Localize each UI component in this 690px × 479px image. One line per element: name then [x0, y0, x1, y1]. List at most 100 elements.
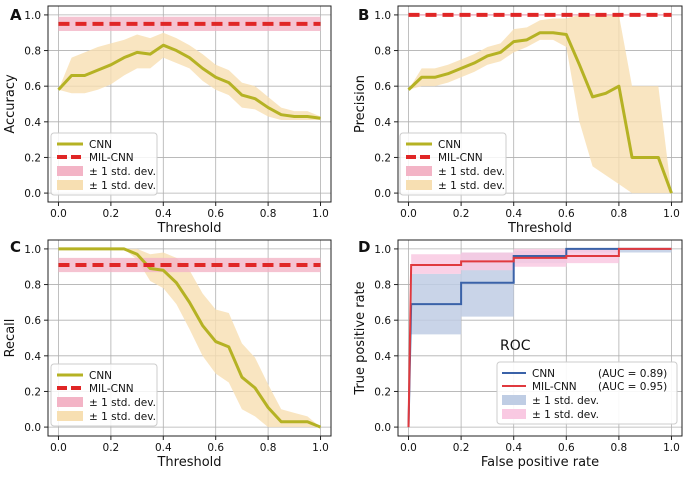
legend-box — [50, 363, 158, 427]
panel-a: A 0.0 0.2 0.4 0.6 0.8 1.0 0.0 0.2 0.4 0.6 0.8 1.0 Thr… — [3, 5, 332, 236]
x-tick-label: 0.0 — [400, 208, 417, 220]
y-tick-label: 0.4 — [374, 351, 391, 363]
std-band-mil-cnn — [58, 16, 321, 31]
panel-letter: A — [10, 6, 22, 24]
x-tick-label: 0.8 — [260, 208, 277, 220]
legend-swatch-band-yellow — [406, 180, 432, 190]
plot-area — [58, 247, 322, 429]
std-band-cnn — [58, 32, 321, 121]
y-axis-label: True positive rate — [353, 281, 368, 395]
series-line-cnn — [57, 43, 321, 120]
legend-swatch-band-red — [57, 397, 83, 407]
axes-frame — [397, 5, 683, 203]
y-tick-label: 1.0 — [374, 244, 391, 256]
x-tick-label: 0.4 — [155, 442, 172, 454]
legend-label: MIL-CNN — [532, 381, 577, 393]
y-axis-label: Accuracy — [3, 74, 18, 134]
x-tick-label: 1.0 — [663, 442, 680, 454]
legend-label: CNN — [89, 139, 112, 151]
x-tick-label: 1.0 — [312, 442, 329, 454]
y-tick-label: 0.6 — [374, 315, 391, 327]
x-tick-label: 0.8 — [611, 208, 628, 220]
plot-area — [57, 16, 321, 121]
ticks: 0.0 0.2 0.4 0.6 0.8 1.0 0.0 0.2 0.4 0.6 0.8 1.0 — [374, 244, 680, 454]
x-tick-label: 0.2 — [103, 442, 120, 454]
legend-label: CNN — [438, 139, 461, 151]
legend-auc-cnn: (AUC = 0.89) — [598, 368, 667, 380]
roc-curve-mil-cnn — [407, 247, 672, 428]
y-tick-label: 0.8 — [374, 46, 391, 58]
series-line-cnn — [407, 31, 673, 194]
legend-auc-mil-cnn: (AUC = 0.95) — [598, 381, 667, 393]
x-tick-label: 0.8 — [611, 442, 628, 454]
y-tick-label: 0.0 — [374, 188, 391, 200]
legend-label: ± 1 std. dev. — [438, 166, 505, 178]
y-axis-label: Precision — [353, 75, 368, 133]
legend-swatch-band-blue — [502, 395, 526, 405]
legend-label: ± 1 std. dev. — [532, 395, 599, 407]
x-tick-label: 0.4 — [505, 208, 522, 220]
x-tick-label: 0.6 — [558, 208, 575, 220]
y-tick-label: 0.6 — [24, 81, 41, 93]
std-band-cnn — [408, 14, 672, 194]
panel-c: C 0.0 0.2 0.4 0.6 0.8 1.0 0.0 0.2 0.4 0.6 0.8 1.0 Thr… — [3, 238, 332, 470]
x-tick-label: 0.4 — [505, 442, 522, 454]
plot-area — [407, 12, 673, 194]
roc-title: ROC — [500, 338, 531, 354]
axes-frame — [47, 239, 332, 437]
legend-swatch-band-pink — [502, 409, 526, 419]
y-axis-label: Recall — [3, 319, 18, 358]
x-tick-label: 0.2 — [103, 208, 120, 220]
legend-box — [496, 361, 678, 425]
legend-label: MIL-CNN — [89, 383, 134, 395]
legend-swatch-band-yellow — [57, 180, 83, 190]
x-tick-label: 0.6 — [207, 208, 224, 220]
y-tick-label: 0.4 — [374, 117, 391, 129]
y-tick-label: 0.2 — [374, 152, 391, 164]
panel-b: B 0.0 0.2 0.4 0.6 0.8 1.0 0.0 0.2 0.4 0.6 0.8 1.0 Thr… — [353, 5, 683, 236]
y-tick-label: 0.8 — [374, 280, 391, 292]
ticks: 0.0 0.2 0.4 0.6 0.8 1.0 0.0 0.2 0.4 0.6 0.8 1.0 — [374, 10, 680, 220]
x-tick-label: 1.0 — [312, 208, 329, 220]
y-tick-label: 0.8 — [24, 46, 41, 58]
y-tick-label: 0.2 — [24, 386, 41, 398]
series-line-cnn — [58, 247, 322, 429]
y-tick-label: 1.0 — [374, 10, 391, 22]
panel-letter: C — [10, 238, 21, 256]
legend-label: ± 1 std. dev. — [89, 166, 156, 178]
y-tick-label: 0.4 — [24, 117, 41, 129]
legend-label: ± 1 std. dev. — [532, 409, 599, 421]
ticks: 0.0 0.2 0.4 0.6 0.8 1.0 0.0 0.2 0.4 0.6 0.8 1.0 — [24, 244, 329, 454]
panel-letter: D — [358, 238, 370, 256]
legend-swatch-band-red — [406, 166, 432, 176]
x-tick-label: 0.6 — [558, 442, 575, 454]
legend-label: MIL-CNN — [438, 152, 483, 164]
legend-box — [50, 132, 158, 196]
legend-label: ± 1 std. dev. — [438, 180, 505, 192]
x-tick-label: 1.0 — [663, 208, 680, 220]
legend-swatch-band-yellow — [57, 411, 83, 421]
x-tick-label: 0.6 — [207, 442, 224, 454]
y-tick-label: 1.0 — [24, 10, 41, 22]
y-tick-label: 0.2 — [24, 152, 41, 164]
x-axis-label: Threshold — [156, 455, 221, 470]
x-axis-label: Threshold — [156, 221, 221, 236]
legend-label: CNN — [532, 368, 555, 380]
y-tick-label: 0.0 — [24, 188, 41, 200]
std-band-mil-cnn — [411, 248, 672, 274]
x-axis-label: Threshold — [507, 221, 572, 236]
y-tick-label: 0.8 — [24, 280, 41, 292]
std-band-mil-cnn — [58, 257, 321, 273]
plot-area — [407, 247, 672, 428]
y-tick-label: 0.2 — [374, 386, 391, 398]
x-tick-label: 0.0 — [400, 442, 417, 454]
legend-label: CNN — [89, 370, 112, 382]
legend-label: ± 1 std. dev. — [89, 180, 156, 192]
y-tick-label: 1.0 — [24, 244, 41, 256]
x-tick-label: 0.8 — [260, 442, 277, 454]
legend-box — [399, 132, 507, 196]
